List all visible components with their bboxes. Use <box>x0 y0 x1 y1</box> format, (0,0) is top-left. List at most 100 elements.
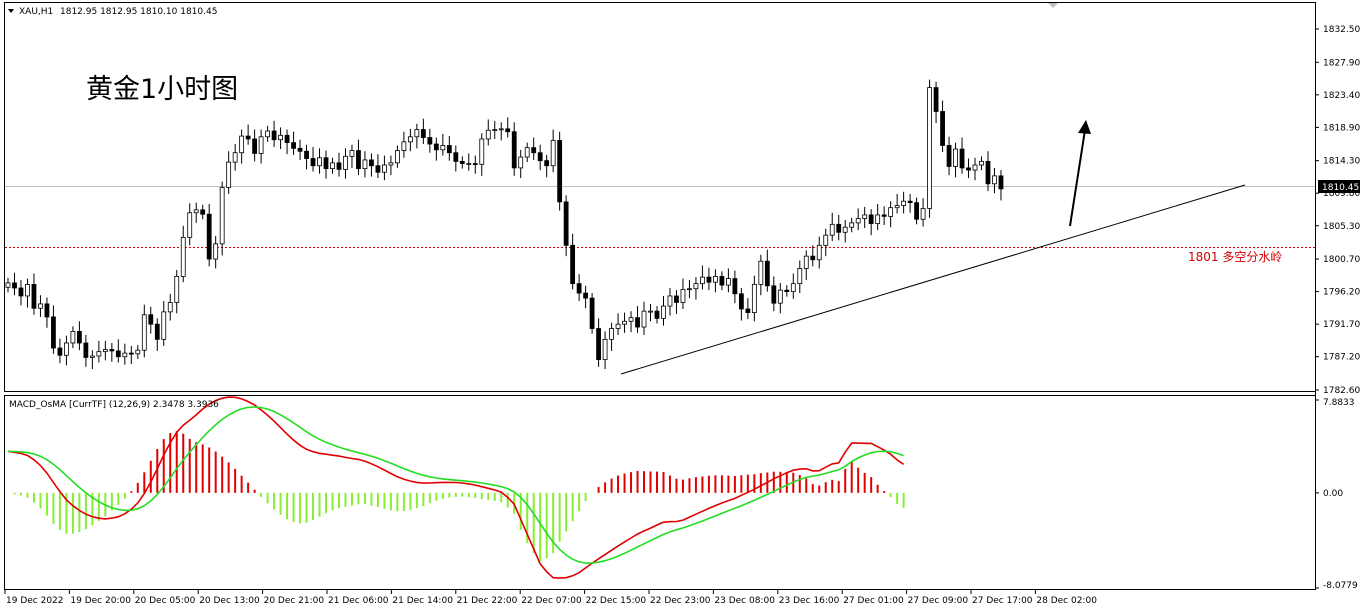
candle-body <box>472 163 478 165</box>
candle-body <box>148 314 154 325</box>
macd-line <box>7 396 905 579</box>
candle-body <box>414 129 420 138</box>
candle-body <box>44 303 50 318</box>
candle-body <box>5 282 11 288</box>
candle-body <box>615 323 621 329</box>
candle-body <box>797 268 803 285</box>
candle-body <box>771 285 777 304</box>
candle-body <box>200 209 206 215</box>
candle-body <box>823 234 829 246</box>
candle-body <box>862 214 868 219</box>
price-tick-label: 1818.90 <box>1323 123 1360 133</box>
annotation-title: 黄金1小时图 <box>86 74 238 105</box>
candle-body <box>498 128 504 131</box>
candle-body <box>654 310 660 319</box>
candle-body <box>622 320 627 325</box>
candle-body <box>232 152 238 163</box>
candle-body <box>154 323 160 340</box>
candle-body <box>382 164 387 173</box>
candle-body <box>700 276 705 285</box>
time-tick-label: 22 Dec 23:00 <box>650 596 711 606</box>
candle-body <box>816 244 822 261</box>
candle-body <box>102 349 108 353</box>
candle-body <box>803 255 809 269</box>
price-tick-label: 1827.90 <box>1323 58 1360 68</box>
candle-body <box>881 214 887 217</box>
candle-body <box>492 129 498 131</box>
candle-body <box>18 287 24 297</box>
candle-body <box>349 150 355 157</box>
time-tick-label: 27 Dec 17:00 <box>972 596 1033 606</box>
time-tick-label: 28 Dec 02:00 <box>1036 596 1097 606</box>
candle-body <box>310 158 316 167</box>
candle-body <box>64 342 69 356</box>
candle-body <box>330 162 335 170</box>
candle-body <box>920 208 926 220</box>
candle-body <box>790 283 796 293</box>
candle-body <box>946 145 952 167</box>
symbol-dropdown-icon[interactable] <box>8 9 14 13</box>
candle-body <box>466 163 472 165</box>
candle-body <box>693 283 699 290</box>
time-tick-label: 23 Dec 08:00 <box>714 596 775 606</box>
candle-body <box>453 152 459 162</box>
time-tick-label: 21 Dec 06:00 <box>328 596 389 606</box>
candle-body <box>12 282 17 289</box>
candle-body <box>109 349 115 352</box>
candle-body <box>89 355 95 358</box>
candle-body <box>531 147 537 154</box>
candle-body <box>96 351 102 357</box>
candle-body <box>687 288 692 291</box>
chart-shift-marker[interactable] <box>1048 3 1058 8</box>
candle-body <box>602 338 608 361</box>
macd-label: MACD_OsMA [CurrTF] (12,26,9) 2.3478 3.39… <box>9 400 219 410</box>
macd-tick-label: 0.00 <box>1323 489 1343 499</box>
candle-body <box>524 147 530 158</box>
candle-body <box>940 111 945 146</box>
candle-body <box>485 129 491 140</box>
candle-body <box>180 236 186 277</box>
candle-body <box>141 314 147 351</box>
candle-body <box>161 311 167 340</box>
candle-body <box>992 175 997 185</box>
candle-body <box>362 159 368 170</box>
candle-body <box>998 175 1004 190</box>
price-tick-label: 1832.50 <box>1323 25 1360 35</box>
candle-body <box>725 278 731 286</box>
candle-body <box>894 205 900 209</box>
time-tick-label: 20 Dec 13:00 <box>199 596 260 606</box>
candle-body <box>70 331 76 344</box>
time-axis: 19 Dec 2022 19 Dec 20:00 20 Dec 05:00 20 De… <box>4 590 1097 606</box>
candle-body <box>907 200 913 204</box>
candle-body <box>323 157 329 170</box>
time-tick-label: 21 Dec 14:00 <box>392 596 453 606</box>
candle-body <box>446 145 452 154</box>
price-tick-label: 1787.20 <box>1323 353 1360 363</box>
candle-body <box>505 128 511 133</box>
candle-body <box>557 140 563 203</box>
candle-body <box>304 150 309 159</box>
candle-body <box>719 276 725 286</box>
candle-body <box>959 148 965 169</box>
main-panel-frame <box>4 2 1316 392</box>
macd-layer <box>7 396 905 579</box>
time-tick-label: 19 Dec 2022 <box>6 596 64 606</box>
candle-body <box>596 328 601 361</box>
candle-body <box>258 136 264 154</box>
candle-body <box>680 289 686 303</box>
candle-body <box>674 295 679 303</box>
candle-body <box>271 130 277 141</box>
candle-body <box>343 155 348 170</box>
macd-panel-frame <box>4 395 1316 590</box>
candle-body <box>875 214 881 225</box>
candle-body <box>609 328 614 340</box>
candle-body <box>187 212 193 238</box>
candle-body <box>388 162 394 166</box>
candle-body <box>479 138 485 165</box>
candle-body <box>356 150 361 170</box>
support-level-label: 1801 多空分水岭 <box>1188 250 1282 264</box>
price-tick-label: 1809.80 <box>1323 189 1360 199</box>
macd-axis: 7.8833 0.00 -8.0779 <box>1315 398 1358 591</box>
candle-body <box>829 223 835 236</box>
